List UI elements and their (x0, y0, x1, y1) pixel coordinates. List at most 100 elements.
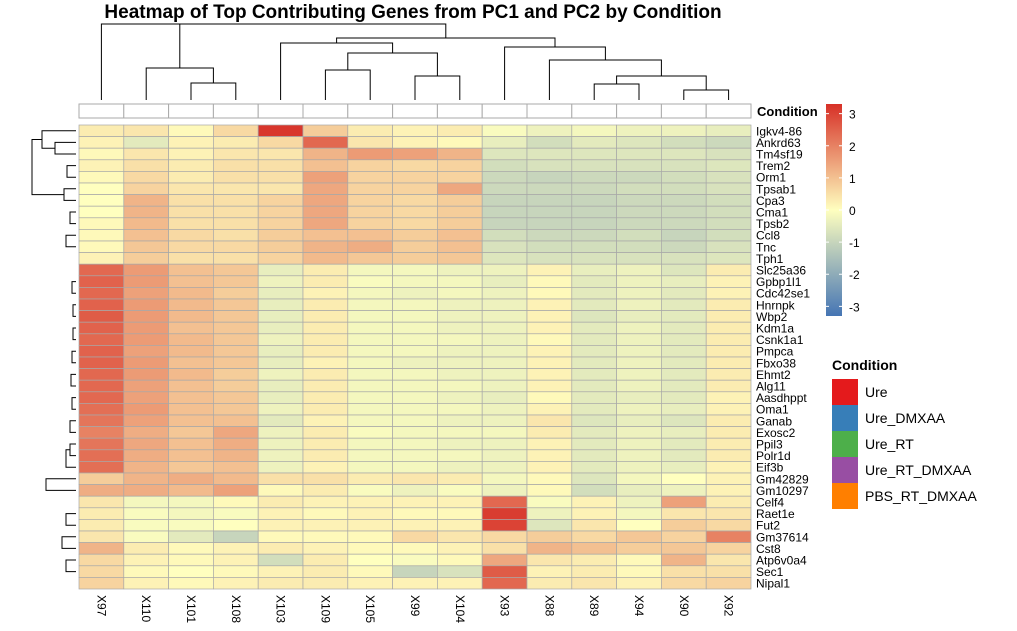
row-label: Ganab (756, 414, 792, 428)
heatmap-cell (661, 310, 707, 323)
heatmap-cell (526, 159, 573, 172)
heatmap-cell (616, 159, 662, 172)
heatmap-cell (571, 159, 617, 172)
heatmap-cell (392, 263, 438, 277)
heatmap-cell (392, 484, 438, 497)
heatmap-cell (257, 194, 304, 207)
heatmap-cell (347, 217, 393, 230)
heatmap-cell (616, 461, 662, 474)
row-label: Cdc42se1 (756, 287, 810, 301)
heatmap-cell (437, 553, 483, 567)
heatmap-cell (123, 461, 169, 474)
heatmap-cell (616, 182, 662, 195)
column-label: X101 (184, 595, 198, 623)
heatmap-cell (616, 298, 662, 311)
condition-annotation-cell (168, 103, 214, 119)
heatmap-cell (661, 542, 707, 555)
heatmap-cell (571, 194, 617, 207)
heatmap-cell (481, 287, 528, 300)
heatmap-cell (392, 565, 438, 578)
column-label: X99 (408, 595, 422, 617)
heatmap-cell (302, 147, 349, 161)
heatmap-cell (302, 553, 349, 567)
heatmap-cell (661, 229, 707, 242)
heatmap-cell (437, 159, 483, 172)
heatmap-cell (123, 321, 169, 335)
heatmap-cell (571, 484, 617, 497)
condition-annotation-cell (123, 103, 170, 119)
heatmap-cell (481, 217, 528, 230)
heatmap-cell (302, 495, 349, 509)
heatmap-cell (437, 205, 483, 219)
heatmap-cell (347, 356, 393, 369)
heatmap-cell (526, 205, 573, 219)
column-label: X94 (632, 595, 646, 617)
row-label: Tpsb2 (756, 217, 790, 231)
heatmap-cell (526, 229, 573, 242)
heatmap-cell (257, 345, 304, 358)
heatmap-cell (661, 368, 707, 381)
row-label: Sec1 (756, 565, 784, 579)
condition-annotation-cell (436, 103, 483, 119)
heatmap-cell (123, 171, 169, 184)
heatmap-cell (213, 298, 259, 311)
heatmap-cell (392, 321, 438, 335)
row-label: Cst8 (756, 542, 781, 556)
heatmap-cell (347, 252, 393, 265)
legend-item: Ure_DMXAA (832, 405, 945, 431)
heatmap-cell (168, 379, 214, 393)
heatmap-cell (257, 542, 304, 555)
heatmap-cell (168, 310, 214, 323)
heatmap-cell (661, 403, 707, 416)
heatmap-cell (437, 379, 483, 393)
row-label: Gpbp1l1 (756, 275, 802, 289)
heatmap-cell (481, 263, 528, 277)
heatmap-cell (705, 577, 752, 590)
heatmap-cell (302, 159, 349, 172)
heatmap-cell (347, 577, 393, 590)
heatmap-cell (213, 414, 259, 427)
heatmap-cell (571, 298, 617, 311)
heatmap-cell (123, 403, 169, 416)
heatmap-cell (347, 391, 393, 404)
row-label: Csnk1a1 (756, 333, 804, 347)
heatmap-cell (392, 461, 438, 474)
heatmap-cell (705, 472, 752, 485)
heatmap-cell (526, 461, 573, 474)
heatmap-cell (213, 449, 259, 462)
heatmap-cell (705, 275, 752, 288)
heatmap-cell (571, 403, 617, 416)
heatmap-cell (123, 240, 169, 253)
heatmap-cell (437, 461, 483, 474)
row-dendrogram-branch (71, 397, 76, 410)
heatmap-cell (347, 553, 393, 567)
condition-annotation-cell (257, 103, 304, 119)
row-label: Slc25a36 (756, 264, 806, 278)
legend-label: Ure (865, 384, 888, 400)
heatmap-cell (571, 519, 617, 532)
heatmap-cell (213, 252, 259, 265)
condition-annotation-cell (212, 103, 259, 119)
heatmap-cell (257, 356, 304, 369)
heatmap-cell (661, 217, 707, 230)
heatmap-cell (437, 124, 483, 137)
heatmap-cell (392, 240, 438, 253)
heatmap-cell (616, 472, 662, 485)
heatmap-cell (437, 147, 483, 161)
condition-annotation-cell (571, 103, 618, 119)
column-label: X88 (542, 595, 556, 617)
heatmap-cell (302, 356, 349, 369)
heatmap-cell (347, 403, 393, 416)
heatmap-cell (571, 275, 617, 288)
heatmap-cell (78, 310, 125, 323)
heatmap-cell (526, 356, 573, 369)
heatmap-cell (661, 182, 707, 195)
heatmap-cell (705, 426, 752, 439)
heatmap-cell (257, 495, 304, 509)
heatmap-cell (705, 507, 752, 520)
heatmap-cell (123, 577, 169, 590)
heatmap-cell (213, 310, 259, 323)
heatmap-cell (78, 159, 125, 172)
row-label: Atp6v0a4 (756, 554, 807, 568)
heatmap-cell (571, 310, 617, 323)
